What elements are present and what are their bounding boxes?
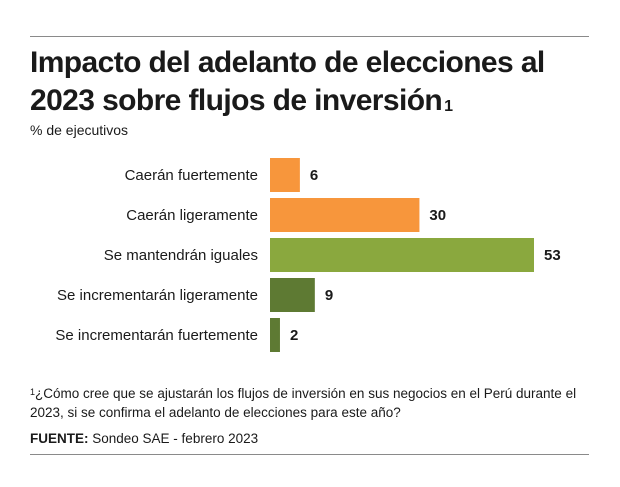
- footnote-text: ¿Cómo cree que se ajustarán los flujos d…: [30, 386, 577, 420]
- category-label: Se incrementarán fuertemente: [55, 327, 258, 344]
- source-line: FUENTE: Sondeo SAE - febrero 2023: [30, 431, 258, 446]
- value-label: 53: [544, 247, 561, 264]
- footnote: 1¿Cómo cree que se ajustarán los flujos …: [30, 384, 590, 422]
- value-label: 6: [310, 167, 318, 184]
- bar: [270, 278, 315, 312]
- category-label: Caerán fuertemente: [125, 167, 258, 184]
- bar: [270, 318, 280, 352]
- value-label: 30: [429, 207, 446, 224]
- bar: [270, 158, 300, 192]
- bottom-rule: [30, 454, 589, 455]
- source-label: FUENTE:: [30, 431, 89, 446]
- title-footnote-mark: 1: [444, 98, 453, 115]
- source-text: Sondeo SAE - febrero 2023: [88, 431, 259, 446]
- value-label: 2: [290, 327, 298, 344]
- chart-title: Impacto del adelanto de elecciones al 20…: [30, 44, 590, 120]
- chart-subtitle: % de ejecutivos: [30, 122, 129, 138]
- bar: [270, 238, 534, 272]
- chart-title-text: Impacto del adelanto de elecciones al 20…: [30, 46, 545, 117]
- top-rule: [30, 36, 589, 37]
- footnote-mark: 1: [30, 387, 36, 397]
- bar: [270, 198, 420, 232]
- category-label: Se incrementarán ligeramente: [57, 287, 258, 304]
- category-label: Caerán ligeramente: [126, 207, 258, 224]
- category-label: Se mantendrán iguales: [104, 247, 258, 264]
- value-label: 9: [325, 287, 333, 304]
- bar-chart: Caerán fuertemente 6 Caerán ligeramente 30 S…: [55, 158, 561, 352]
